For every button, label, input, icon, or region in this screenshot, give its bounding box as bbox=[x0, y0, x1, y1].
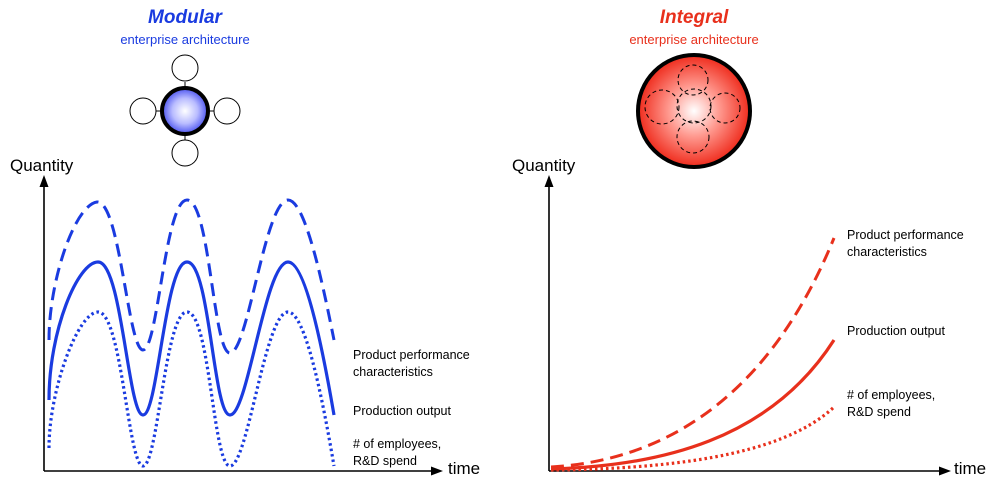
module-node-left bbox=[129, 97, 157, 125]
embedded-module-center bbox=[676, 88, 712, 124]
modular-curves bbox=[47, 198, 336, 468]
modular-architecture-icon bbox=[129, 54, 241, 167]
integral-y-axis-arrow bbox=[544, 175, 554, 187]
integral-output-curve bbox=[550, 339, 836, 471]
modular-output-curve bbox=[47, 260, 336, 417]
module-node-bottom bbox=[171, 139, 199, 167]
modular-employees-curve bbox=[47, 310, 336, 468]
module-node-top bbox=[171, 54, 199, 82]
integral-x-axis-label: time bbox=[954, 459, 987, 478]
modular-y-axis-arrow bbox=[39, 175, 49, 187]
embedded-module-bottom bbox=[676, 120, 710, 154]
integral-title: Integral bbox=[659, 7, 729, 28]
modular-performance-curve bbox=[47, 198, 336, 355]
module-node-right bbox=[213, 97, 241, 125]
integral-architecture-icon bbox=[636, 53, 752, 169]
integral-output-label: Production output bbox=[847, 324, 945, 338]
embedded-module-right bbox=[709, 92, 741, 124]
integral-subtitle: enterprise architecture bbox=[629, 32, 759, 47]
integral-employees-curve bbox=[550, 405, 836, 472]
modular-title: Modular bbox=[148, 7, 222, 28]
integral-curves bbox=[550, 237, 836, 472]
integral-performance-curve bbox=[550, 237, 836, 469]
modular-axes bbox=[39, 175, 443, 476]
modular-performance-label: Product performance characteristics bbox=[353, 348, 470, 379]
integral-employees-label: # of employees, R&D spend bbox=[847, 388, 936, 419]
integral-y-axis-label: Quantity bbox=[512, 156, 576, 175]
modular-subtitle: enterprise architecture bbox=[120, 32, 250, 47]
embedded-module-top bbox=[677, 64, 709, 96]
embedded-module-left bbox=[644, 89, 680, 125]
modular-x-axis-label: time bbox=[448, 459, 481, 478]
integral-axes bbox=[544, 175, 951, 476]
modular-x-axis-arrow bbox=[431, 466, 443, 476]
integral-performance-label: Product performance characteristics bbox=[847, 228, 964, 259]
modular-output-label: Production output bbox=[353, 404, 451, 418]
modular-employees-label: # of employees, R&D spend bbox=[353, 437, 442, 468]
module-core bbox=[160, 86, 210, 136]
modular-y-axis-label: Quantity bbox=[10, 156, 74, 175]
integral-x-axis-arrow bbox=[939, 466, 951, 476]
integral-core bbox=[636, 53, 752, 169]
